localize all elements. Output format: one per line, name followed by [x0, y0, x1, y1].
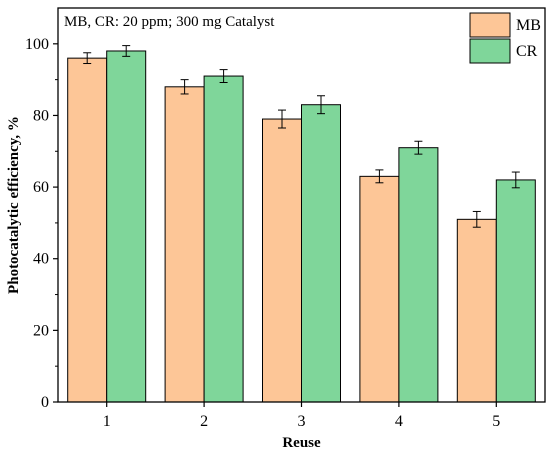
legend: MB CR: [469, 12, 541, 64]
bar-mb-4: [359, 175, 400, 403]
error-bar-cr-1: [122, 45, 131, 57]
error-bar-mb-4: [375, 169, 384, 184]
bar-mb-5: [456, 218, 497, 403]
x-tick-label-1: 1: [103, 413, 111, 430]
bar-cr-4: [398, 147, 439, 403]
error-bar-cr-2: [219, 69, 228, 84]
bars-layer: [67, 50, 536, 403]
error-bar-mb-3: [278, 109, 286, 129]
legend-swatch-mb: [469, 12, 511, 38]
error-bar-cr-5: [511, 171, 520, 189]
x-tick-label-2: 2: [200, 413, 208, 430]
y-tick-label-20: 20: [33, 322, 49, 339]
error-bar-mb-5: [472, 210, 481, 228]
y-tick-label-40: 40: [33, 251, 49, 268]
error-bar-cr-3: [317, 95, 325, 115]
legend-swatch-cr: [469, 38, 511, 64]
bar-cr-3: [301, 104, 341, 403]
error-bars-layer: [83, 45, 520, 228]
error-bar-mb-2: [180, 79, 189, 95]
error-bar-mb-1: [83, 52, 92, 65]
error-bar-cr-4: [414, 140, 423, 155]
bar-cr-5: [495, 179, 536, 403]
y-tick-label-60: 60: [33, 179, 49, 196]
y-axis-label: Photocatalytic efficiency, %: [6, 116, 22, 294]
x-tick-label-4: 4: [395, 413, 403, 430]
y-tick-label-100: 100: [25, 36, 49, 53]
x-tick-label-5: 5: [492, 413, 500, 430]
legend-label-cr: CR: [516, 43, 538, 60]
bar-mb-3: [262, 118, 302, 403]
y-tick-label-0: 0: [41, 394, 49, 411]
chart-annotation: MB, CR: 20 ppm; 300 mg Catalyst: [64, 14, 275, 30]
legend-label-mb: MB: [516, 17, 541, 34]
y-tick-label-80: 80: [33, 107, 49, 124]
axis-ticks: 1 2 3 4 5 0 20 40 60 80 100: [25, 36, 500, 430]
bar-mb-1: [67, 57, 108, 403]
x-axis-label: Reuse: [282, 435, 321, 451]
bar-cr-2: [203, 75, 244, 403]
bar-cr-1: [106, 50, 147, 403]
bar-mb-2: [164, 86, 205, 403]
x-tick-label-3: 3: [298, 413, 306, 430]
